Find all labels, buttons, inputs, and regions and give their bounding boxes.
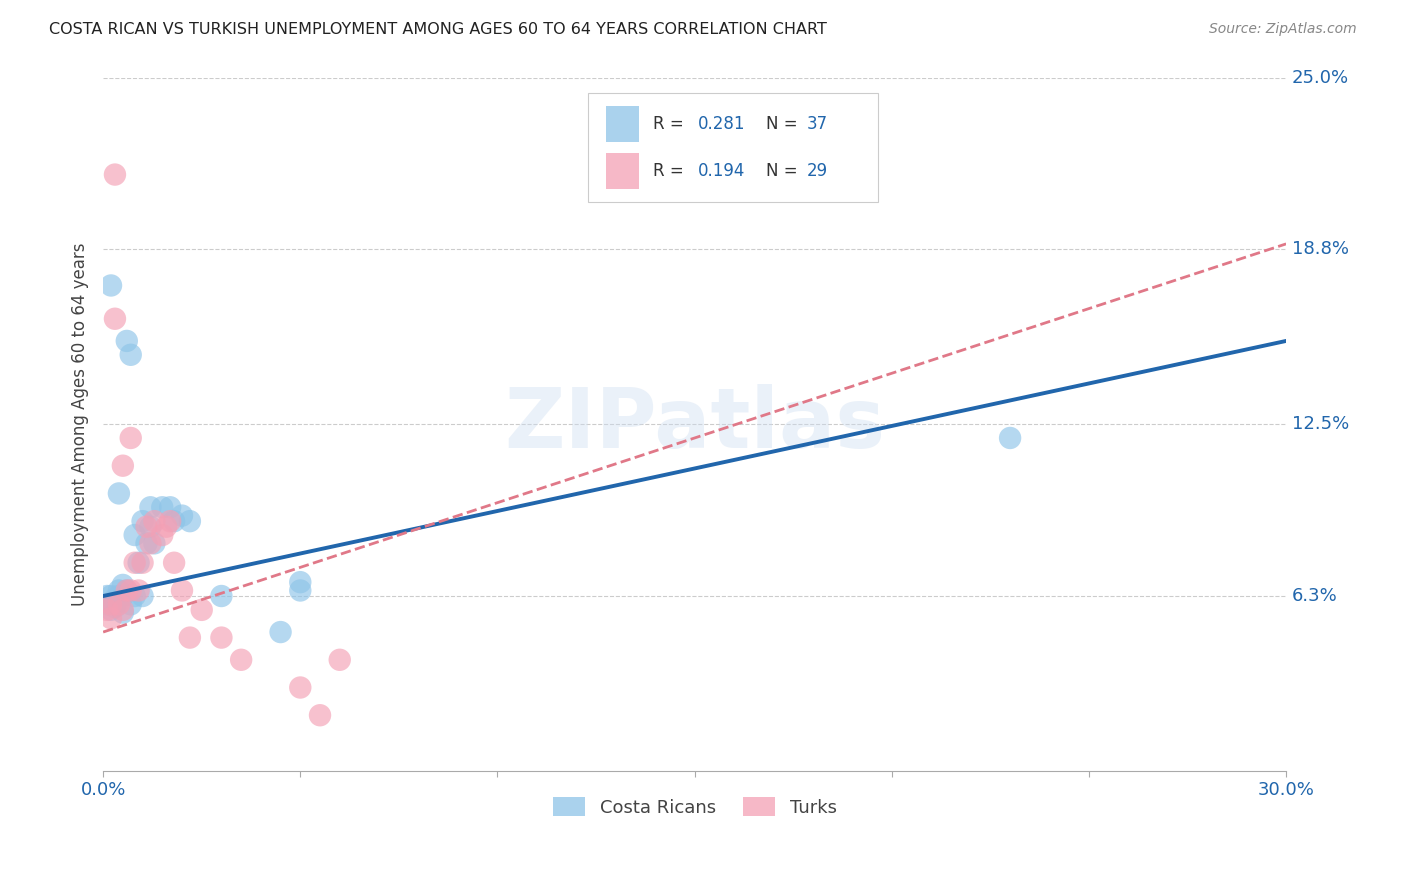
Point	[120, 431, 142, 445]
Point	[290, 583, 312, 598]
Text: COSTA RICAN VS TURKISH UNEMPLOYMENT AMONG AGES 60 TO 64 YEARS CORRELATION CHART: COSTA RICAN VS TURKISH UNEMPLOYMENT AMON…	[49, 22, 827, 37]
Point	[124, 556, 146, 570]
Text: 25.0%: 25.0%	[1292, 69, 1350, 87]
Point	[131, 514, 153, 528]
Point	[131, 556, 153, 570]
Y-axis label: Unemployment Among Ages 60 to 64 years: Unemployment Among Ages 60 to 64 years	[72, 243, 89, 606]
Text: Source: ZipAtlas.com: Source: ZipAtlas.com	[1209, 22, 1357, 37]
Text: R =: R =	[654, 161, 689, 179]
Point	[135, 536, 157, 550]
Point	[128, 583, 150, 598]
Point	[108, 598, 131, 612]
Point	[209, 589, 232, 603]
Text: ZIPatlas: ZIPatlas	[505, 384, 886, 465]
Point	[104, 598, 127, 612]
Point	[120, 598, 142, 612]
Point	[104, 591, 127, 606]
Point	[111, 458, 134, 473]
Point	[170, 583, 193, 598]
Point	[104, 168, 127, 182]
Point	[111, 589, 134, 603]
Point	[290, 575, 312, 590]
Point	[111, 606, 134, 620]
Point	[231, 653, 253, 667]
Text: 0.194: 0.194	[699, 161, 745, 179]
Point	[139, 519, 162, 533]
Point	[108, 486, 131, 500]
Point	[290, 681, 312, 695]
Point	[179, 514, 201, 528]
Point	[143, 514, 166, 528]
Point	[139, 500, 162, 515]
Text: R =: R =	[654, 115, 689, 134]
Point	[179, 631, 201, 645]
Point	[124, 589, 146, 603]
Point	[170, 508, 193, 523]
Point	[111, 603, 134, 617]
Point	[115, 583, 138, 598]
Point	[104, 600, 127, 615]
Point	[150, 528, 173, 542]
Point	[329, 653, 352, 667]
Point	[209, 631, 232, 645]
Point	[100, 278, 122, 293]
Point	[104, 311, 127, 326]
Point	[159, 500, 181, 515]
Point	[143, 536, 166, 550]
Legend: Costa Ricans, Turks: Costa Ricans, Turks	[546, 790, 844, 824]
Point	[128, 556, 150, 570]
Point	[108, 589, 131, 603]
Point	[96, 598, 118, 612]
Point	[108, 583, 131, 598]
Bar	[606, 106, 638, 143]
Point	[163, 514, 186, 528]
Text: 6.3%: 6.3%	[1292, 587, 1337, 605]
Text: N =: N =	[766, 115, 803, 134]
Point	[135, 519, 157, 533]
Point	[163, 556, 186, 570]
Point	[159, 514, 181, 528]
Point	[111, 578, 134, 592]
Text: 0.281: 0.281	[699, 115, 745, 134]
Point	[100, 598, 122, 612]
Point	[100, 589, 122, 603]
Text: 18.8%: 18.8%	[1292, 241, 1348, 259]
Point	[190, 603, 212, 617]
FancyBboxPatch shape	[588, 93, 877, 202]
Point	[115, 583, 138, 598]
Point	[309, 708, 332, 723]
Text: 37: 37	[807, 115, 828, 134]
Point	[96, 603, 118, 617]
Text: 12.5%: 12.5%	[1292, 415, 1350, 434]
Point	[120, 583, 142, 598]
Point	[139, 536, 162, 550]
Point	[131, 589, 153, 603]
Point	[124, 528, 146, 542]
Point	[115, 334, 138, 348]
Point	[100, 611, 122, 625]
Point	[270, 625, 292, 640]
Point	[100, 603, 122, 617]
Point	[96, 589, 118, 603]
Point	[155, 519, 177, 533]
Point	[150, 500, 173, 515]
Point	[998, 431, 1021, 445]
Point	[120, 348, 142, 362]
Bar	[606, 153, 638, 188]
Text: N =: N =	[766, 161, 803, 179]
Text: 29: 29	[807, 161, 828, 179]
